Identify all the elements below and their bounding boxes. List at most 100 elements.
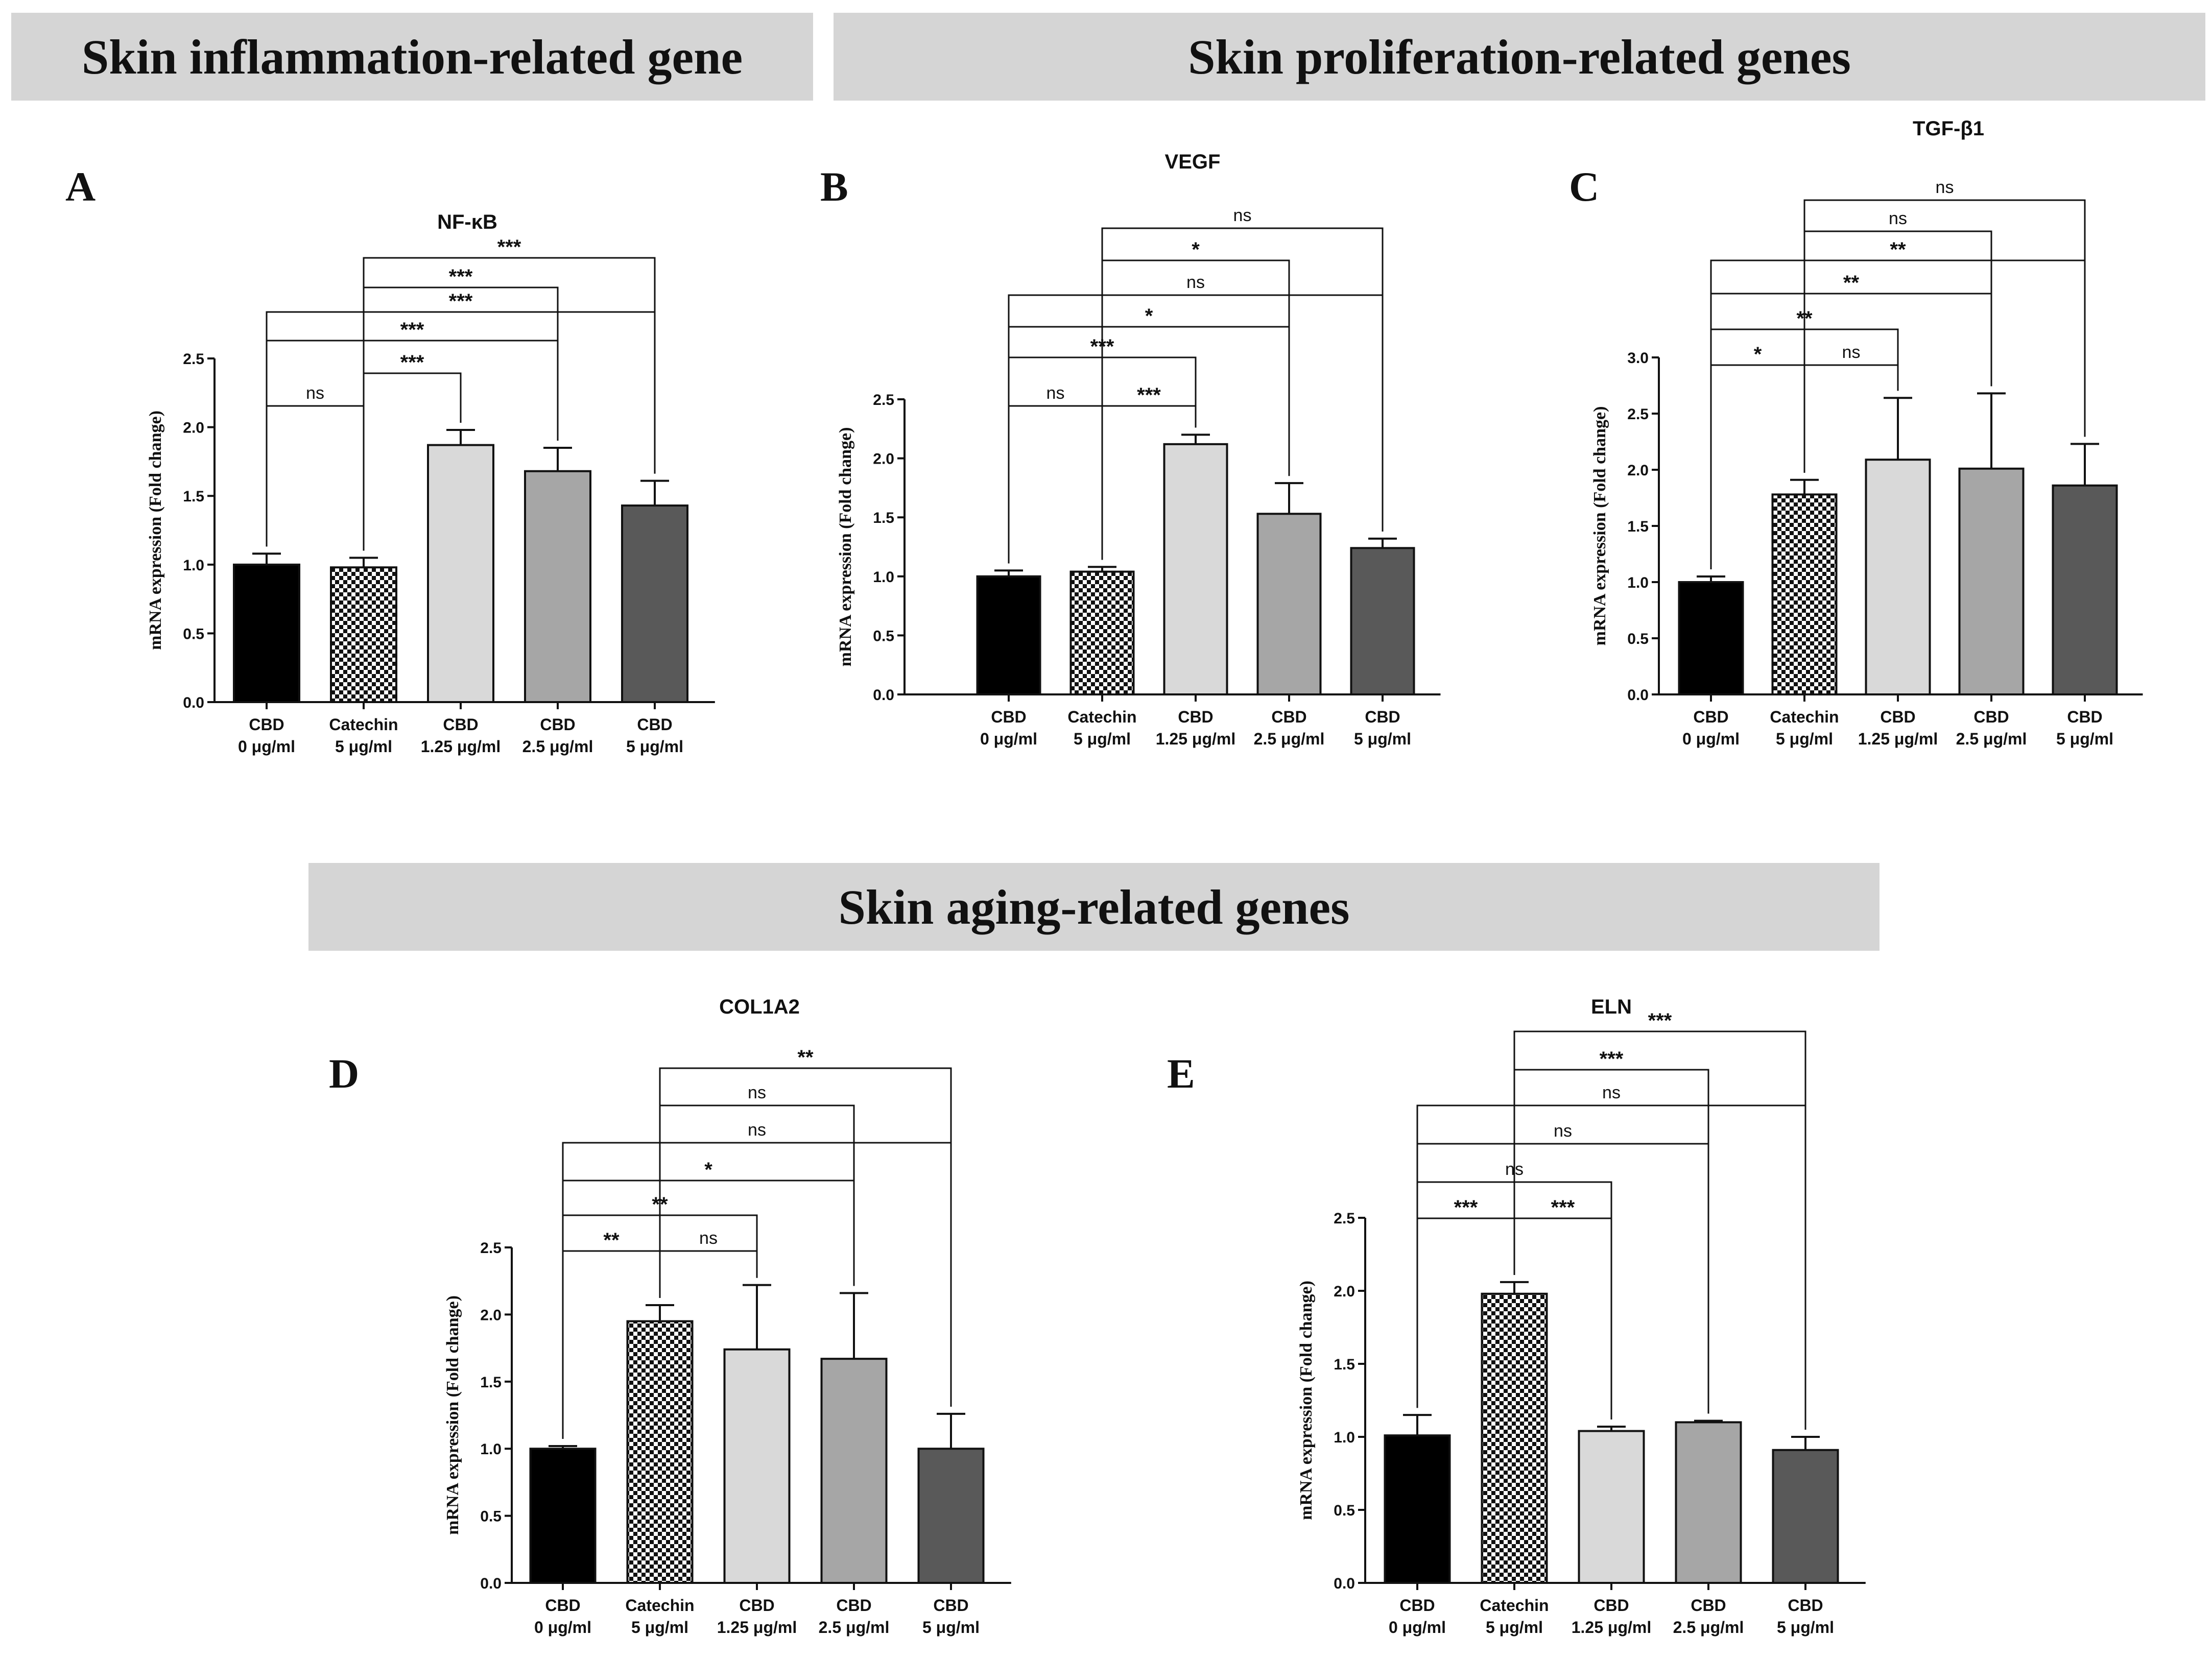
- panel-letter: B: [820, 163, 848, 210]
- x-category-label: 1.25 μg/ml: [717, 1618, 797, 1637]
- significance-bracket: [1416, 1143, 1709, 1414]
- bar: [621, 504, 688, 703]
- chart-panel-a: A NF-κB 0.0 0.5 1.0 1.5 2.0 2.5 mRNA expression …: [65, 163, 715, 756]
- significance-label: ***: [1648, 1009, 1672, 1032]
- x-category-label: Catechin: [1770, 708, 1839, 726]
- significance-label: *: [704, 1159, 712, 1181]
- y-tick-label: 0.5: [1334, 1502, 1355, 1519]
- y-tick-label: 0.0: [183, 694, 204, 711]
- x-category-label: 0 μg/ml: [534, 1618, 591, 1637]
- significance-bracket: [1008, 405, 1103, 564]
- bar: [1865, 459, 1931, 695]
- banner-proliferation: Skin proliferation-related genes: [834, 13, 2205, 101]
- x-category-label: 0 μg/ml: [1389, 1618, 1446, 1637]
- y-tick-label: 1.0: [873, 569, 894, 586]
- x-category-label: CBD: [545, 1596, 580, 1615]
- significance-label: *: [1192, 238, 1200, 261]
- x-category-label: Catechin: [1480, 1596, 1549, 1615]
- x-category-label: 2.5 μg/ml: [522, 737, 593, 756]
- x-category-label: CBD: [991, 708, 1026, 726]
- x-category-label: CBD: [1271, 708, 1306, 726]
- x-category-label: CBD: [1691, 1596, 1726, 1615]
- bar: [1163, 443, 1228, 696]
- bar: [1069, 570, 1135, 695]
- x-category-label: 5 μg/ml: [1074, 730, 1131, 748]
- y-tick-label: 0.0: [480, 1575, 502, 1592]
- significance-bracket: [1803, 199, 2086, 473]
- y-axis-label: mRNA expression (Fold change): [836, 427, 855, 667]
- y-tick-label: 3.0: [1627, 350, 1649, 367]
- x-category-label: CBD: [1693, 708, 1728, 726]
- bar: [427, 444, 494, 703]
- y-tick-label: 1.5: [873, 510, 894, 526]
- banner-aging: Skin aging-related genes: [308, 863, 1880, 951]
- chart-panel-e: E ELN 0.0 0.5 1.0 1.5 2.0 2.5 mRNA expression (F…: [1167, 996, 1866, 1637]
- bar: [1772, 1449, 1839, 1584]
- chart-title: TGF-β1: [1913, 117, 1984, 140]
- y-tick-label: 0.0: [1334, 1575, 1355, 1592]
- y-tick-label: 2.5: [1627, 406, 1649, 423]
- significance-label: ns: [1602, 1083, 1621, 1102]
- significance-label: ns: [1936, 178, 1954, 197]
- chart-panel-c: C TGF-β1 0.0 0.5 1.0 1.5 2.0 2.5 3.0 mRNA express…: [1569, 117, 2143, 748]
- x-category-label: CBD: [933, 1596, 968, 1615]
- x-category-label: Catechin: [329, 715, 398, 734]
- x-category-label: CBD: [1178, 708, 1213, 726]
- x-category-label: 2.5 μg/ml: [1673, 1618, 1744, 1637]
- significance-label: *: [1145, 305, 1153, 327]
- x-category-label: CBD: [2067, 708, 2102, 726]
- x-category-label: 1.25 μg/ml: [1572, 1618, 1652, 1637]
- y-axis-label: mRNA expression (Fold change): [443, 1295, 462, 1535]
- bar: [626, 1320, 694, 1584]
- significance-label: ns: [306, 383, 324, 403]
- x-category-label: CBD: [1880, 708, 1915, 726]
- x-category-label: CBD: [1399, 1596, 1435, 1615]
- bar: [1771, 493, 1838, 696]
- significance-bracket: [1101, 227, 1384, 560]
- x-category-label: CBD: [637, 715, 672, 734]
- y-axis-label: mRNA expression (Fold change): [1590, 406, 1609, 646]
- x-category-label: CBD: [443, 715, 478, 734]
- x-category-label: CBD: [1593, 1596, 1629, 1615]
- y-tick-label: 0.5: [480, 1508, 502, 1525]
- significance-bracket: [659, 1250, 758, 1298]
- bar: [529, 1448, 597, 1584]
- y-tick-label: 2.0: [1627, 462, 1649, 479]
- y-tick-label: 1.5: [1627, 518, 1649, 535]
- significance-bracket: [363, 257, 656, 551]
- bar: [330, 566, 397, 703]
- x-category-label: CBD: [739, 1596, 774, 1615]
- x-category-label: 2.5 μg/ml: [819, 1618, 890, 1637]
- y-tick-label: 2.0: [480, 1307, 502, 1324]
- x-category-label: 0 μg/ml: [980, 730, 1037, 748]
- y-tick-label: 2.0: [873, 451, 894, 468]
- y-tick-label: 1.0: [480, 1441, 502, 1458]
- bar: [1958, 467, 2025, 695]
- y-tick-label: 1.0: [183, 557, 204, 574]
- y-axis-label: mRNA expression (Fold change): [1297, 1281, 1316, 1520]
- significance-label: ns: [748, 1083, 766, 1102]
- significance-label: ***: [449, 290, 473, 312]
- significance-label: ns: [1233, 206, 1252, 225]
- bar: [233, 563, 300, 704]
- significance-bracket: [659, 1067, 952, 1407]
- bar: [820, 1358, 888, 1584]
- y-tick-label: 1.5: [183, 488, 204, 505]
- y-tick-label: 1.5: [1334, 1356, 1355, 1373]
- chart-title: NF-κB: [437, 211, 497, 233]
- y-tick-label: 2.5: [1334, 1210, 1355, 1227]
- x-category-label: 5 μg/ml: [2056, 730, 2113, 748]
- x-category-label: 5 μg/ml: [1486, 1618, 1543, 1637]
- bar: [2052, 484, 2118, 695]
- significance-label: ***: [497, 236, 521, 258]
- y-tick-label: 2.5: [480, 1240, 502, 1257]
- y-tick-label: 2.5: [873, 392, 894, 408]
- significance-bracket: [562, 1180, 855, 1439]
- significance-label: ***: [400, 319, 424, 341]
- significance-bracket: [1008, 326, 1290, 564]
- x-category-label: 2.5 μg/ml: [1254, 730, 1325, 748]
- significance-label: ns: [699, 1229, 718, 1248]
- bar: [723, 1348, 791, 1584]
- significance-bracket: [1803, 364, 1899, 473]
